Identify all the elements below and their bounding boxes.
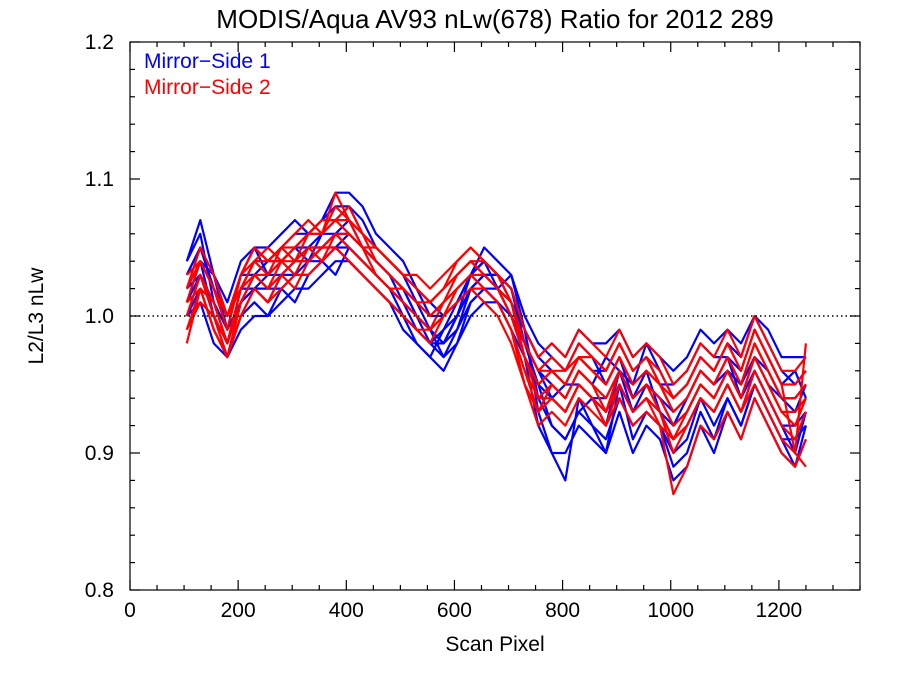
x-tick-label: 200 — [221, 599, 256, 622]
x-tick-label: 1000 — [647, 599, 694, 622]
x-tick-label: 600 — [437, 599, 472, 622]
series-line-4 — [185, 246, 807, 400]
legend-item-mirror-side-1: Mirror−Side 1 — [144, 50, 271, 73]
series-line-17 — [186, 205, 807, 413]
legend-item-mirror-side-2: Mirror−Side 2 — [144, 76, 271, 99]
x-tick-label: 1200 — [756, 599, 803, 622]
x-tick-label: 400 — [329, 599, 364, 622]
legend: Mirror−Side 1 Mirror−Side 2 — [144, 50, 271, 99]
y-tick-label: 0.8 — [85, 579, 114, 602]
series-line-20 — [185, 246, 807, 468]
x-axis-label: Scan Pixel — [445, 633, 544, 656]
plot-area: 0 200 400 600 800 1000 1200 0.8 0.9 1.0 1.1 1.2 — [85, 31, 861, 622]
x-tick-label: 800 — [545, 599, 580, 622]
y-axis-label: L2/L3 nLw — [25, 267, 48, 365]
y-tick-label: 0.9 — [85, 442, 114, 465]
series-line-11 — [185, 232, 807, 441]
y-tick-label: 1.0 — [85, 305, 114, 328]
y-tick-label: 1.2 — [85, 31, 114, 54]
series-line-14 — [185, 246, 807, 496]
chart-title: MODIS/Aqua AV93 nLw(678) Ratio for 2012 … — [216, 4, 773, 34]
series-line-15 — [185, 205, 807, 386]
x-tick-label: 0 — [124, 599, 136, 622]
series-line-13 — [185, 219, 807, 400]
series-line-19 — [185, 219, 807, 455]
y-tick-label: 1.1 — [85, 168, 114, 191]
series-line-9 — [185, 191, 807, 455]
series-line-16 — [186, 232, 807, 427]
